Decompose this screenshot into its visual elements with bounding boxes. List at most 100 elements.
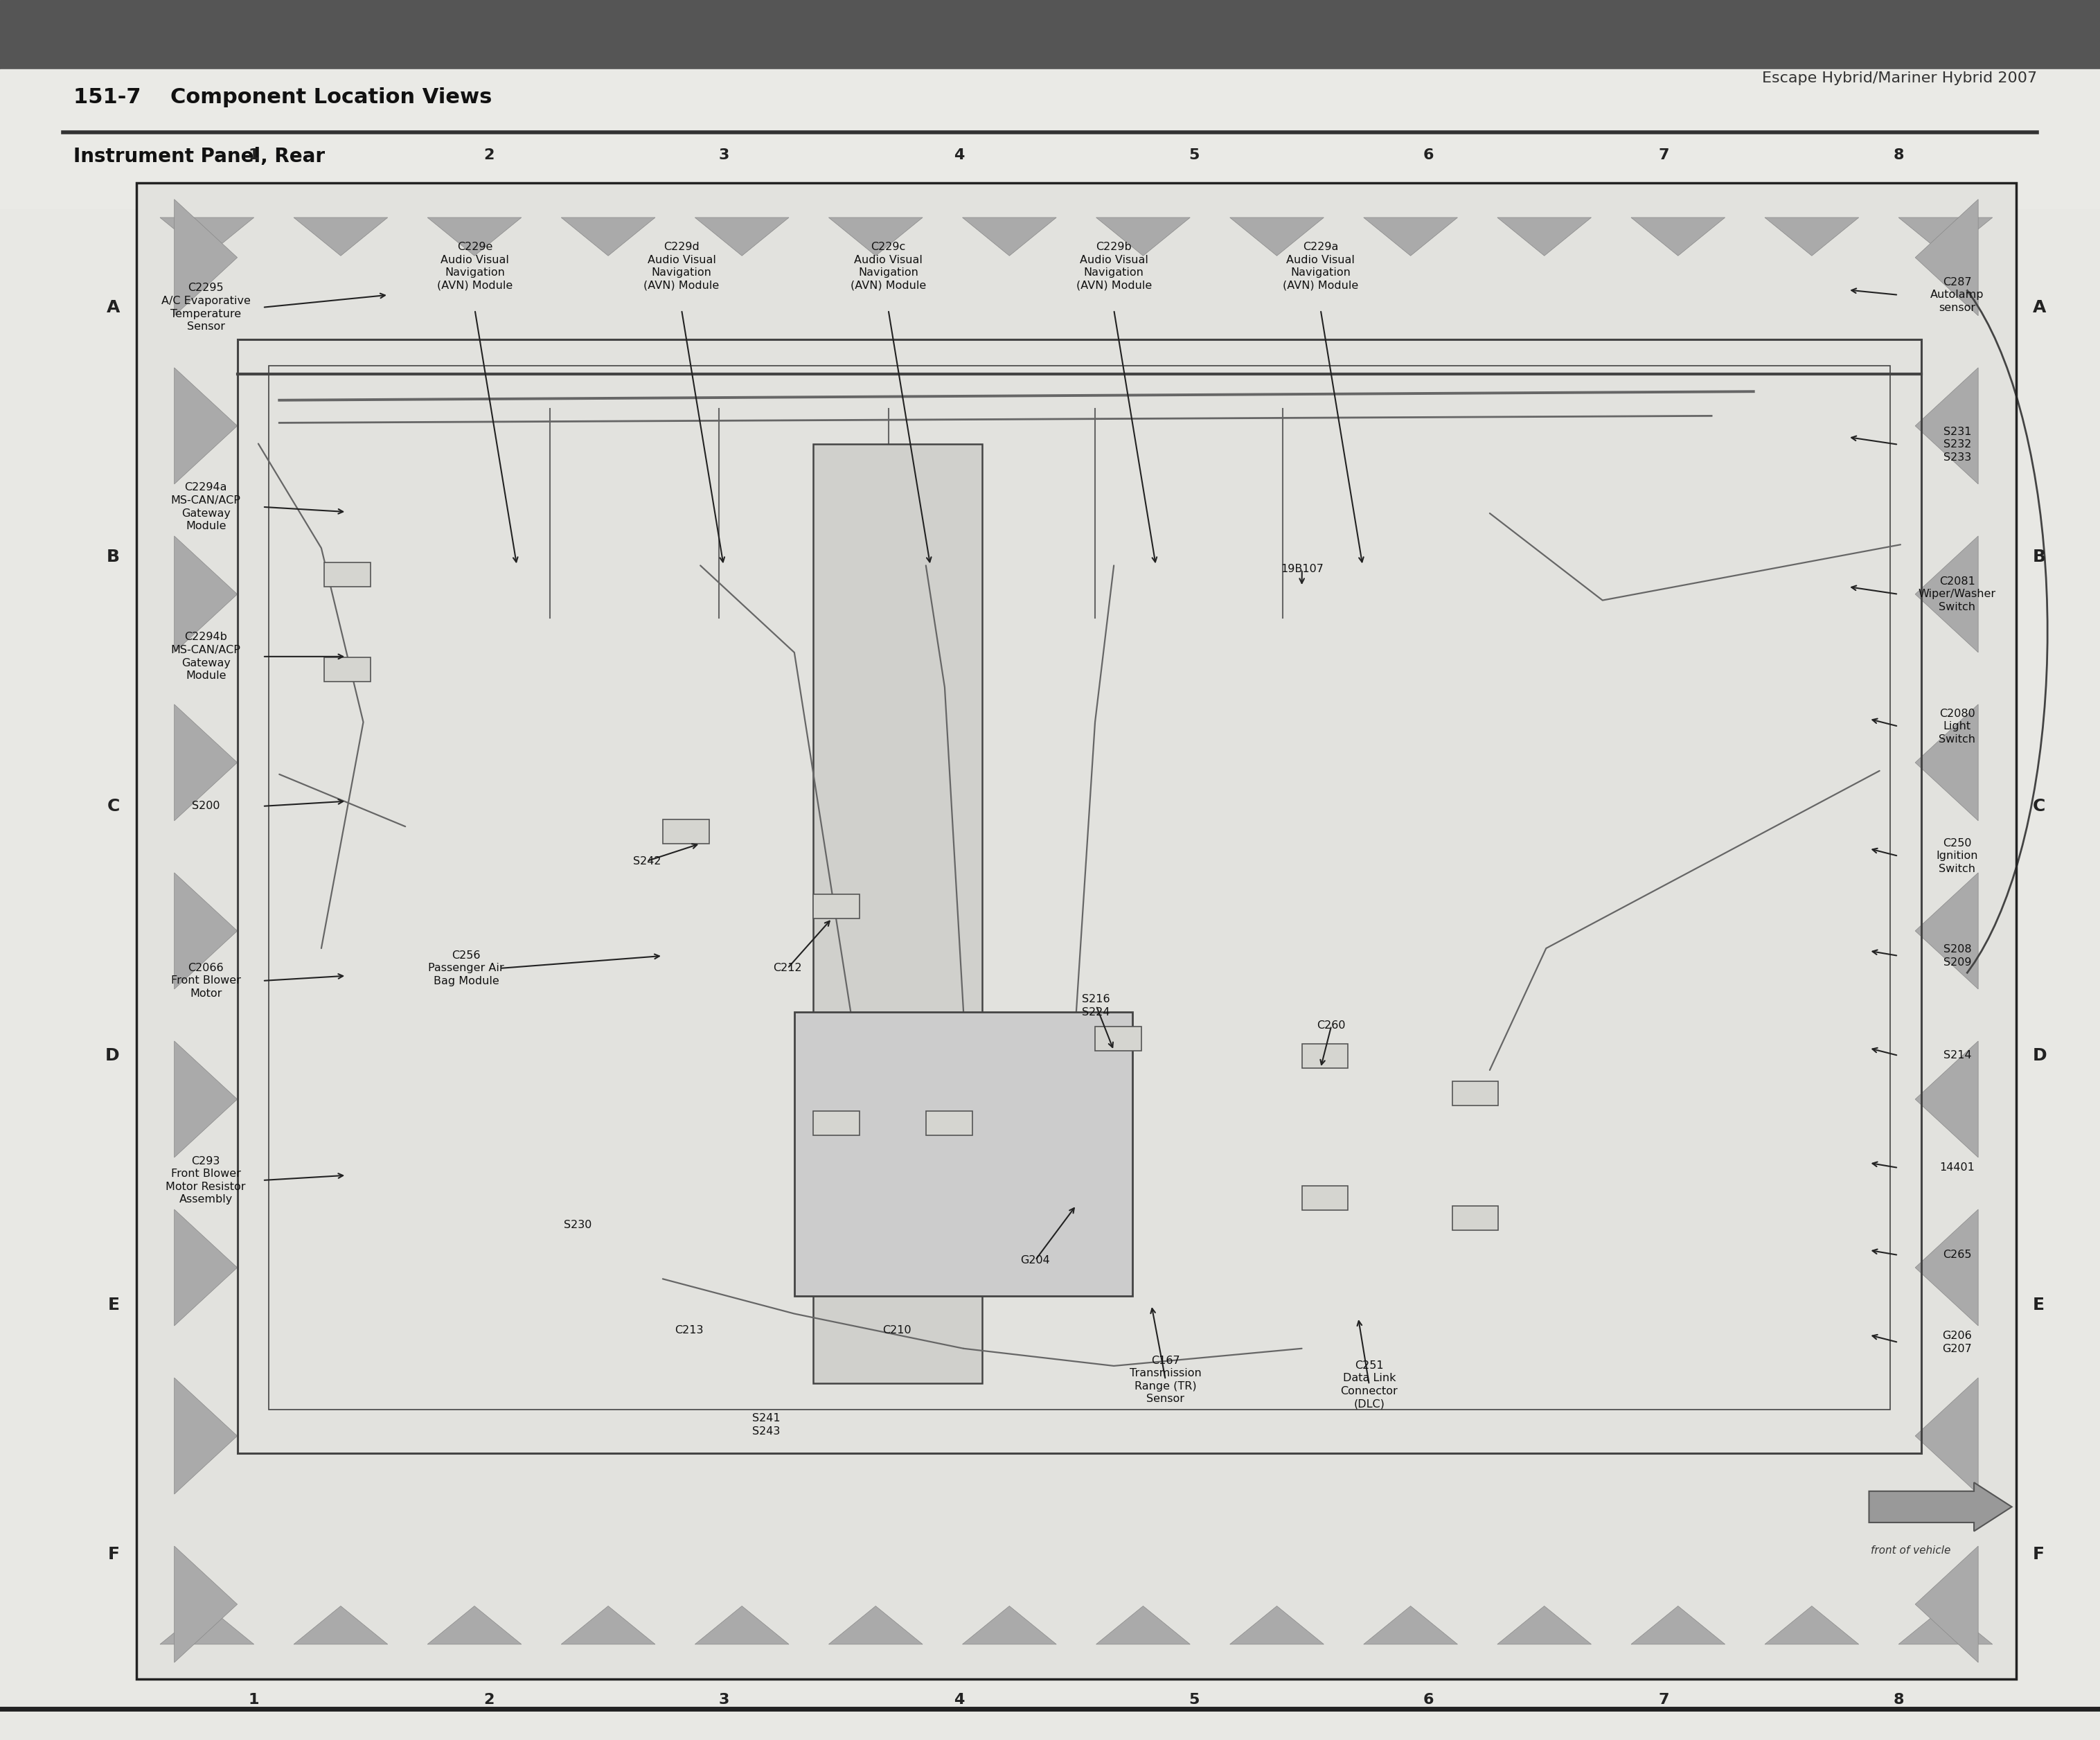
Text: B: B (2033, 548, 2045, 566)
Bar (137, 183, 2016, 1679)
Text: C: C (2033, 799, 2045, 814)
Text: C2081
Wiper/Washer
Switch: C2081 Wiper/Washer Switch (1919, 576, 1995, 612)
Polygon shape (1915, 1041, 1978, 1157)
Bar (1094, 1027, 1140, 1051)
Text: 5: 5 (1189, 1693, 1199, 1707)
Polygon shape (174, 1041, 237, 1157)
Text: S214: S214 (1942, 1051, 1972, 1061)
Text: B: B (107, 548, 120, 566)
Bar (926, 1112, 972, 1136)
Polygon shape (695, 1606, 790, 1644)
Bar (0, 70, 2100, 209)
Polygon shape (561, 1606, 655, 1644)
Bar (664, 820, 710, 844)
Text: D: D (2033, 1047, 2048, 1063)
Polygon shape (695, 218, 790, 256)
Polygon shape (1915, 1378, 1978, 1495)
Text: C250
Ignition
Switch: C250 Ignition Switch (1936, 839, 1978, 873)
Text: C: C (107, 799, 120, 814)
Bar (1453, 1206, 1499, 1230)
Polygon shape (160, 1606, 254, 1644)
Text: Instrument Panel, Rear: Instrument Panel, Rear (74, 146, 326, 167)
Bar (326, 562, 370, 586)
Polygon shape (1497, 1606, 1592, 1644)
Bar (1453, 1081, 1499, 1105)
Bar (813, 894, 859, 919)
Text: 151-7    Component Location Views: 151-7 Component Location Views (74, 87, 491, 108)
Text: G204: G204 (1021, 1255, 1050, 1265)
Polygon shape (294, 218, 388, 256)
Text: C2295
A/C Evaporative
Temperature
Sensor: C2295 A/C Evaporative Temperature Sensor (162, 284, 250, 332)
Text: 14401: 14401 (1940, 1162, 1974, 1173)
Polygon shape (1915, 1547, 1978, 1662)
Polygon shape (174, 705, 237, 821)
Polygon shape (1231, 218, 1323, 256)
Polygon shape (830, 1606, 922, 1644)
Polygon shape (1898, 218, 1993, 256)
Text: 1: 1 (248, 1693, 258, 1707)
Polygon shape (1096, 218, 1191, 256)
Text: S231
S232
S233: S231 S232 S233 (1942, 426, 1972, 463)
Text: C2294a
MS-CAN/ACP
Gateway
Module: C2294a MS-CAN/ACP Gateway Module (170, 482, 242, 531)
Polygon shape (174, 200, 237, 315)
Polygon shape (1096, 1606, 1191, 1644)
Bar (813, 1112, 859, 1136)
Polygon shape (1915, 367, 1978, 484)
Text: C256
Passenger Air
Bag Module: C256 Passenger Air Bag Module (428, 950, 504, 987)
Text: S208
S209: S208 S209 (1942, 945, 1972, 967)
Text: C229c
Audio Visual
Navigation
(AVN) Module: C229c Audio Visual Navigation (AVN) Modu… (851, 242, 926, 291)
Polygon shape (174, 367, 237, 484)
Text: 6: 6 (1424, 1693, 1434, 1707)
Text: C2294b
MS-CAN/ACP
Gateway
Module: C2294b MS-CAN/ACP Gateway Module (170, 632, 242, 680)
Text: Escape Hybrid/Mariner Hybrid 2007: Escape Hybrid/Mariner Hybrid 2007 (1762, 71, 2037, 85)
Polygon shape (1764, 1606, 1859, 1644)
Polygon shape (830, 218, 922, 256)
Polygon shape (561, 218, 655, 256)
Text: 3: 3 (718, 1693, 729, 1707)
Polygon shape (1915, 1209, 1978, 1326)
Text: A: A (107, 299, 120, 315)
Text: C287
Autolamp
sensor: C287 Autolamp sensor (1930, 277, 1984, 313)
Text: C251
Data Link
Connector
(DLC): C251 Data Link Connector (DLC) (1340, 1361, 1399, 1409)
Polygon shape (1363, 218, 1457, 256)
Polygon shape (428, 218, 521, 256)
Text: 8: 8 (1894, 1693, 1905, 1707)
Polygon shape (1915, 536, 1978, 652)
Polygon shape (962, 218, 1056, 256)
Bar (1302, 1044, 1348, 1068)
Text: 7: 7 (1659, 148, 1670, 162)
Text: C210: C210 (882, 1324, 911, 1335)
Text: S241
S243: S241 S243 (752, 1413, 781, 1436)
Text: C260: C260 (1317, 1020, 1346, 1030)
Text: D: D (105, 1047, 120, 1063)
Polygon shape (1632, 1606, 1724, 1644)
Text: S216
S224: S216 S224 (1082, 994, 1111, 1018)
Polygon shape (1231, 1606, 1323, 1644)
Bar (137, 183, 2016, 1679)
Text: 2: 2 (483, 148, 494, 162)
Text: 3: 3 (718, 148, 729, 162)
Bar (0, 0, 2100, 70)
Bar (326, 658, 370, 682)
Text: F: F (107, 1547, 120, 1563)
Polygon shape (1764, 218, 1859, 256)
Text: C229b
Audio Visual
Navigation
(AVN) Module: C229b Audio Visual Navigation (AVN) Modu… (1075, 242, 1151, 291)
Text: C293
Front Blower
Motor Resistor
Assembly: C293 Front Blower Motor Resistor Assembl… (166, 1155, 246, 1204)
Text: S242: S242 (632, 856, 662, 867)
Text: E: E (2033, 1296, 2045, 1314)
Text: S200: S200 (191, 800, 220, 811)
Text: 1: 1 (248, 148, 258, 162)
Text: C212: C212 (773, 964, 802, 973)
Polygon shape (174, 1209, 237, 1326)
Text: 4: 4 (953, 1693, 964, 1707)
Bar (269, 365, 1890, 1409)
Text: C2066
Front Blower
Motor: C2066 Front Blower Motor (170, 962, 242, 999)
Text: 7: 7 (1659, 1693, 1670, 1707)
FancyArrow shape (1869, 1482, 2012, 1531)
Bar (1302, 1187, 1348, 1211)
Polygon shape (1915, 200, 1978, 315)
Text: A: A (2033, 299, 2045, 315)
Text: G206
G207: G206 G207 (1942, 1331, 1972, 1354)
Text: 8: 8 (1894, 148, 1905, 162)
Polygon shape (1497, 218, 1592, 256)
